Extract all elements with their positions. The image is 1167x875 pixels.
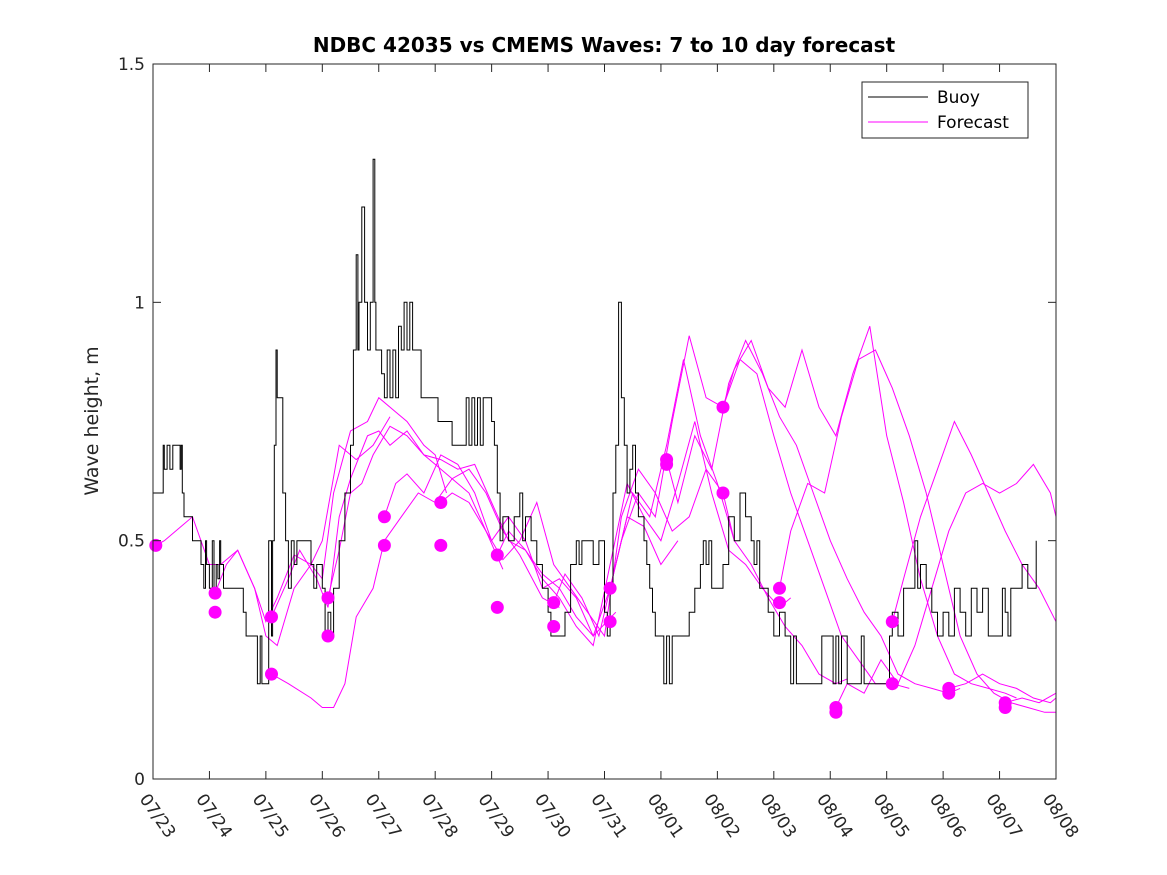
- forecast-marker-9-2: [547, 620, 561, 633]
- plot-background: [153, 64, 1056, 779]
- forecast-line-11: [666, 339, 961, 694]
- series-layer: [153, 158, 1057, 713]
- x-tick-label-7: 07/30: [530, 790, 574, 842]
- forecast-marker-10-2: [603, 615, 617, 629]
- y-axis-ticks: 0 0.5 1 1.5: [118, 55, 1056, 790]
- y-tick-label-0: 0: [134, 770, 145, 790]
- y-tick-label-2: 1: [134, 293, 145, 313]
- y-axis-label: Wave height, m: [81, 346, 103, 495]
- chart-title: NDBC 42035 vs CMEMS Waves: 7 to 10 day f…: [313, 33, 896, 57]
- forecast-marker-10-1: [603, 581, 617, 595]
- x-tick-label-10: 08/02: [699, 790, 743, 842]
- x-tick-label-9: 08/01: [643, 790, 687, 842]
- forecast-line-12: [722, 326, 1017, 699]
- forecast-marker-9-1: [547, 596, 561, 610]
- forecast-line-16: [948, 673, 1057, 704]
- forecast-marker-3-1: [265, 610, 278, 624]
- forecast-marker-17-2: [998, 701, 1012, 714]
- forecast-marker-16-2: [942, 686, 956, 700]
- x-tick-label-4: 07/27: [361, 790, 405, 842]
- x-tick-label-8: 07/31: [586, 790, 630, 842]
- forecast-line-7: [440, 468, 735, 638]
- x-tick-label-15: 08/07: [981, 790, 1025, 842]
- x-tick-label-2: 07/25: [248, 790, 292, 842]
- x-tick-label-14: 08/06: [925, 790, 969, 842]
- forecast-line-14: [835, 463, 1057, 708]
- x-tick-label-16: 08/08: [1038, 790, 1082, 842]
- forecast-marker-12-1: [716, 400, 730, 414]
- forecast-marker-15-1: [885, 615, 899, 629]
- forecast-marker-6-1: [377, 510, 391, 524]
- forecast-line-17: [1005, 692, 1057, 704]
- legend: Buoy Forecast: [861, 81, 1029, 139]
- forecast-line-13: [779, 349, 1056, 713]
- marker-layer: [149, 400, 1012, 719]
- y-tick-label-1: 0.5: [118, 532, 145, 552]
- legend-box: [861, 81, 1029, 139]
- forecast-marker-11-2: [660, 457, 674, 471]
- forecast-marker-14-2: [829, 705, 843, 719]
- x-tick-label-5: 07/28: [417, 790, 461, 842]
- forecast-line-2: [214, 396, 447, 624]
- forecast-marker-5-2: [321, 629, 335, 643]
- x-tick-label-3: 07/26: [304, 790, 348, 842]
- forecast-line-10: [609, 335, 910, 689]
- forecast-marker-12-2: [716, 486, 730, 500]
- x-tick-label-0: 07/23: [135, 790, 179, 842]
- forecast-marker-5-1: [321, 591, 335, 605]
- forecast-marker-7-1: [434, 496, 448, 509]
- forecast-marker-15-2: [885, 677, 899, 691]
- y-tick-label-3: 1.5: [118, 55, 145, 75]
- buoy-line: [153, 158, 1037, 685]
- x-tick-label-13: 08/05: [869, 790, 913, 842]
- forecast-marker-6-2: [377, 538, 391, 552]
- forecast-line-9: [553, 359, 848, 685]
- legend-buoy-label: Buoy: [937, 88, 980, 108]
- forecast-line-3: [271, 430, 504, 618]
- x-tick-label-1: 07/24: [191, 790, 235, 842]
- x-tick-label-12: 08/04: [812, 790, 856, 842]
- forecast-marker-13-1: [773, 581, 786, 595]
- forecast-marker-2-2: [208, 605, 222, 619]
- x-tick-label-6: 07/29: [474, 790, 518, 842]
- forecast-marker-4-1: [265, 667, 278, 681]
- x-tick-label-11: 08/03: [756, 790, 800, 842]
- forecast-marker-2-1: [208, 586, 222, 600]
- forecast-marker-7-2: [434, 538, 448, 552]
- forecast-marker-8-1: [490, 548, 504, 562]
- legend-forecast-label: Forecast: [937, 113, 1009, 133]
- forecast-marker-13-2: [773, 596, 786, 610]
- forecast-marker-8-2: [490, 600, 504, 614]
